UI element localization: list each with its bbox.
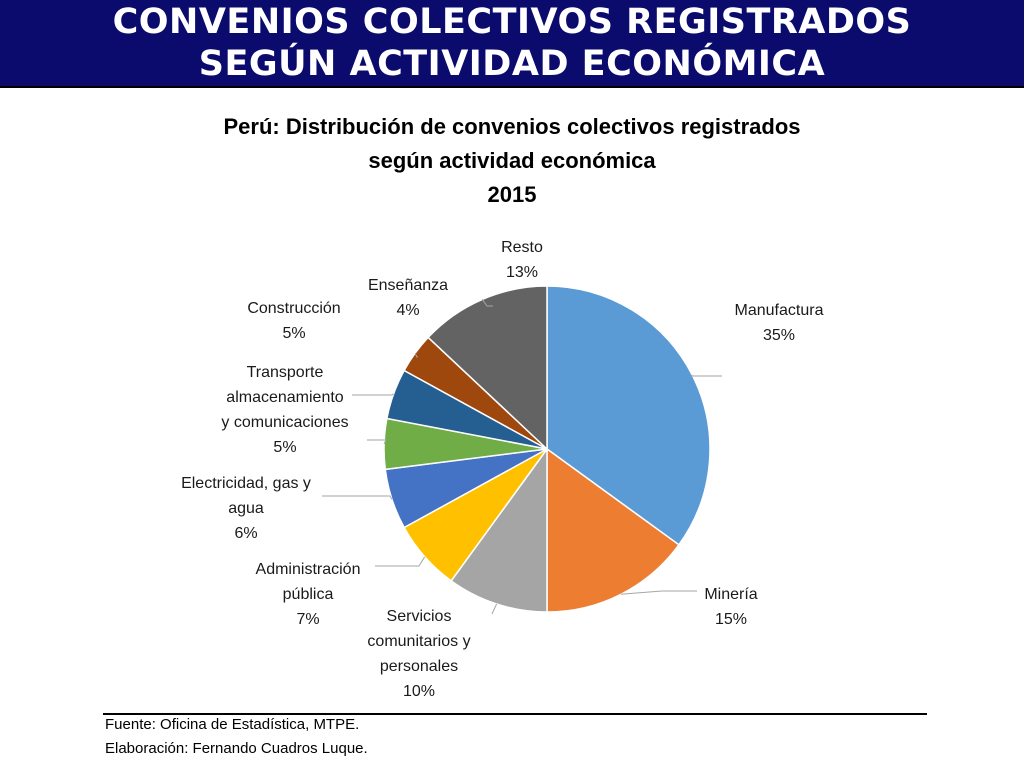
slide-title-line-1: CONVENIOS COLECTIVOS REGISTRADOS xyxy=(112,2,912,42)
leader-line-7 xyxy=(414,352,418,358)
slice-percent-label: 6% xyxy=(234,525,258,542)
pie-slice-0 xyxy=(546,285,711,546)
slice-label-1: Minería 15% xyxy=(704,582,757,632)
slice-category-label: Manufactura xyxy=(734,302,824,319)
slide-header: CONVENIOS COLECTIVOS REGISTRADOS SEGÚN A… xyxy=(0,0,1024,88)
slice-category-label: almacenamiento xyxy=(226,389,344,406)
slice-label-7: Enseñanza 4% xyxy=(368,273,448,323)
footer-divider xyxy=(103,713,927,715)
leader-line-1 xyxy=(620,590,697,595)
chart-title-year: 2015 xyxy=(487,182,537,207)
slice-category-label: y comunicaciones xyxy=(221,414,349,431)
slice-category-label: Transporte xyxy=(246,364,324,381)
slice-category-label: Electricidad, gas y xyxy=(181,475,311,492)
slice-percent-label: 35% xyxy=(762,327,796,344)
slice-percent-label: 4% xyxy=(396,302,420,319)
slice-percent-label: 5% xyxy=(282,325,306,342)
slice-percent-label: 15% xyxy=(714,611,748,628)
leader-line-5 xyxy=(367,439,387,445)
leader-line-6 xyxy=(352,393,394,396)
slice-category-label: comunitarios y xyxy=(367,633,471,650)
source-note: Fuente: Oficina de Estadística, MTPE. xyxy=(105,716,360,733)
leader-line-2 xyxy=(491,603,498,615)
slice-category-label: Servicios xyxy=(386,608,452,625)
leader-line-8 xyxy=(481,299,493,307)
slice-category-label: Administración xyxy=(255,561,361,578)
leader-line-4 xyxy=(322,495,393,500)
slice-label-2: Servicios comunitarios y personales 10% xyxy=(367,604,470,704)
slice-label-4: Electricidad, gas y agua 6% xyxy=(181,471,311,546)
slice-category-label: Construcción xyxy=(247,300,341,317)
credit-note: Elaboración: Fernando Cuadros Luque. xyxy=(105,740,368,757)
slice-percent-label: 7% xyxy=(296,611,320,628)
pie-slice-1 xyxy=(546,447,680,613)
leader-line-3 xyxy=(375,556,426,567)
slice-category-label: agua xyxy=(228,500,264,517)
leader-line-0 xyxy=(689,374,722,377)
slice-percent-label: 10% xyxy=(402,683,436,700)
slice-category-label: personales xyxy=(379,658,459,675)
slice-category-label: Resto xyxy=(501,239,543,256)
leader-lines xyxy=(322,299,722,615)
slice-label-3: Administración pública 7% xyxy=(256,557,361,632)
slice-label-0: Manufactura 35% xyxy=(735,298,824,348)
slice-category-label: Minería xyxy=(704,586,758,603)
slice-label-8: Resto 13% xyxy=(501,235,543,285)
slide-title-line-2: SEGÚN ACTIVIDAD ECONÓMICA xyxy=(198,44,826,84)
slice-category-label: pública xyxy=(282,586,334,603)
chart-title-line-1: Perú: Distribución de convenios colectiv… xyxy=(223,114,801,139)
chart-title-line-2: según actividad económica xyxy=(368,148,656,173)
slice-label-6: Construcción 5% xyxy=(247,296,340,346)
pie-slices xyxy=(383,285,711,613)
slice-percent-label: 5% xyxy=(273,439,297,456)
slice-percent-label: 13% xyxy=(505,264,539,281)
slice-label-5: Transporte almacenamiento y comunicaciones… xyxy=(221,360,348,460)
slice-category-label: Enseñanza xyxy=(367,277,449,294)
